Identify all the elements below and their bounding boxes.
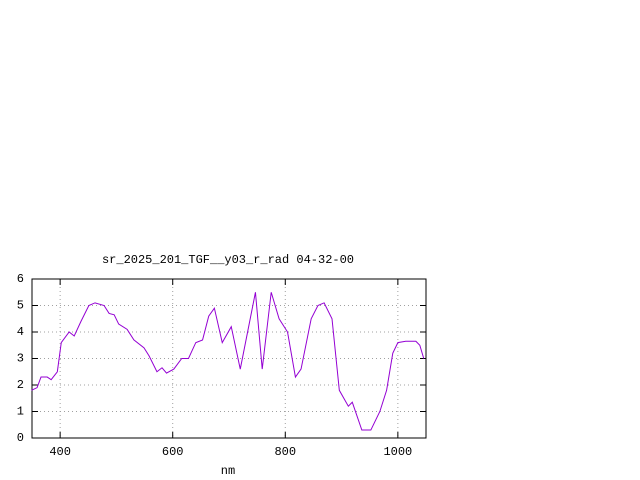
y-tick-label: 1 — [17, 405, 24, 419]
y-tick-label: 2 — [17, 378, 24, 392]
y-tick-label: 6 — [17, 272, 24, 286]
x-tick-label: 1000 — [383, 445, 412, 459]
plot-frame — [31, 278, 427, 439]
x-tick-label: 400 — [49, 445, 71, 459]
y-tick-label: 5 — [17, 299, 24, 313]
y-tick-label: 4 — [17, 325, 24, 339]
chart-title: sr_2025_201_TGF__y03_r_rad 04-32-00 — [102, 253, 354, 267]
x-tick-label: 600 — [162, 445, 184, 459]
y-tick-label: 3 — [17, 352, 24, 366]
y-tick-label: 0 — [17, 431, 24, 445]
x-axis-label: nm — [221, 464, 235, 478]
data-line — [31, 292, 425, 431]
x-tick-label: 800 — [274, 445, 296, 459]
